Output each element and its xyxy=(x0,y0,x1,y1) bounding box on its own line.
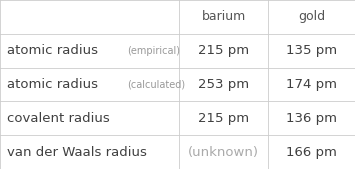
Text: (calculated): (calculated) xyxy=(127,79,185,90)
Text: gold: gold xyxy=(298,10,325,23)
Text: (empirical): (empirical) xyxy=(127,46,180,56)
Text: covalent radius: covalent radius xyxy=(7,112,110,125)
Text: 215 pm: 215 pm xyxy=(198,44,249,57)
Text: (unknown): (unknown) xyxy=(188,146,259,159)
Text: 215 pm: 215 pm xyxy=(198,112,249,125)
Text: 253 pm: 253 pm xyxy=(198,78,249,91)
Text: barium: barium xyxy=(202,10,246,23)
Text: atomic radius: atomic radius xyxy=(7,78,98,91)
Text: 135 pm: 135 pm xyxy=(286,44,337,57)
Text: 174 pm: 174 pm xyxy=(286,78,337,91)
Text: atomic radius: atomic radius xyxy=(7,44,98,57)
Text: van der Waals radius: van der Waals radius xyxy=(7,146,147,159)
Text: 166 pm: 166 pm xyxy=(286,146,337,159)
Text: 136 pm: 136 pm xyxy=(286,112,337,125)
